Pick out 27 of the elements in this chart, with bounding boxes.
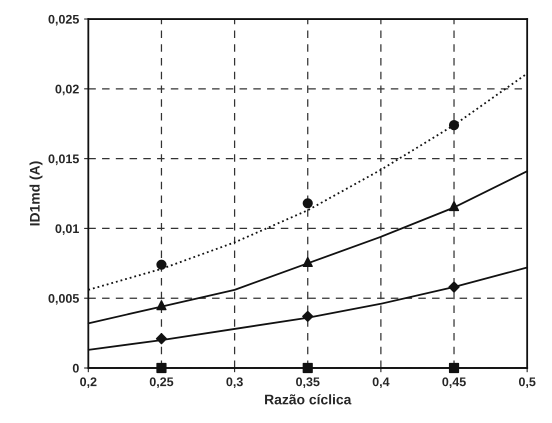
point [156, 300, 167, 310]
point [302, 362, 313, 374]
x-tick-label: 0,2 [80, 377, 97, 388]
x-tick-label: 0,5 [518, 377, 536, 388]
x-tick-label: 0,4 [372, 377, 390, 388]
y-tick-label: 0 [72, 364, 79, 373]
x-tick-label: 0,3 [226, 377, 243, 388]
point [302, 198, 313, 208]
x-tick-label: 0,45 [442, 377, 466, 388]
point [302, 310, 314, 322]
point [156, 362, 167, 374]
point [448, 281, 460, 293]
y-tick-label: 0,02 [55, 84, 79, 96]
y-axis-title: ID1md (A) [30, 161, 42, 226]
point [302, 256, 313, 268]
point [448, 362, 460, 374]
x-axis-title: Razão cíclica [265, 394, 352, 404]
y-tick-label: 0,025 [48, 14, 79, 26]
point [448, 201, 460, 212]
x-tick-label: 0,35 [296, 377, 320, 388]
point [156, 260, 167, 270]
y-tick-label: 0,01 [55, 224, 79, 235]
x-tick-label: 0,25 [150, 377, 174, 388]
point [448, 120, 460, 130]
y-tick-label: 0,005 [48, 294, 79, 305]
point [156, 333, 168, 344]
y-tick-label: 0,015 [48, 154, 79, 166]
